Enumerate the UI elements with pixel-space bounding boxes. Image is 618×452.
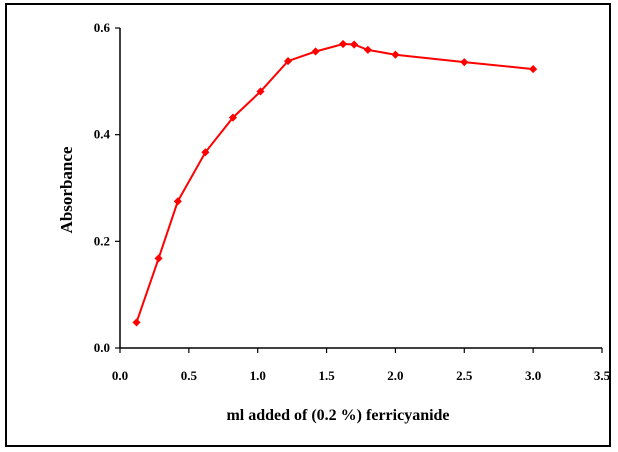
x-tick-label: 1.5 (318, 368, 335, 383)
y-tick-label: 0.6 (94, 20, 111, 35)
x-tick-label: 2.5 (456, 368, 473, 383)
chart-frame (5, 3, 611, 447)
data-point-marker (256, 87, 265, 96)
tick-marks (115, 27, 603, 353)
x-tick-label: 0.5 (181, 368, 198, 383)
data-point-marker (283, 57, 293, 66)
data-point-marker (391, 50, 400, 59)
data-point-marker (460, 58, 469, 67)
x-tick-label: 1.0 (250, 368, 266, 383)
data-point-marker (201, 148, 210, 157)
x-tick-label: 2.0 (387, 368, 403, 383)
data-point-marker (311, 47, 320, 56)
series-line (135, 42, 534, 323)
axes (119, 28, 602, 349)
data-point-marker (529, 65, 538, 74)
tick-labels: 0.0 0.5 1.0 1.5 2.0 2.5 3.0 3.5 0.0 0.2 0.4 0.6 (94, 20, 611, 383)
x-axis-title: ml added of (0.2 %) ferricyanide (226, 407, 449, 424)
y-axis-title: Absorbance (57, 146, 76, 233)
data-point-marker (132, 318, 141, 327)
data-point-marker (339, 39, 348, 49)
y-tick-label: 0.0 (94, 340, 110, 355)
data-point-marker (350, 40, 359, 49)
x-tick-label: 0.0 (112, 368, 128, 383)
x-tick-label: 3.0 (525, 368, 541, 383)
data-point-marker (228, 113, 237, 122)
y-tick-label: 0.2 (94, 233, 110, 248)
x-tick-label: 3.5 (594, 368, 611, 383)
data-point-marker (363, 45, 372, 54)
data-point-marker (173, 197, 182, 206)
y-tick-label: 0.4 (94, 127, 111, 142)
data-point-marker (154, 254, 163, 263)
data-series (132, 39, 538, 327)
